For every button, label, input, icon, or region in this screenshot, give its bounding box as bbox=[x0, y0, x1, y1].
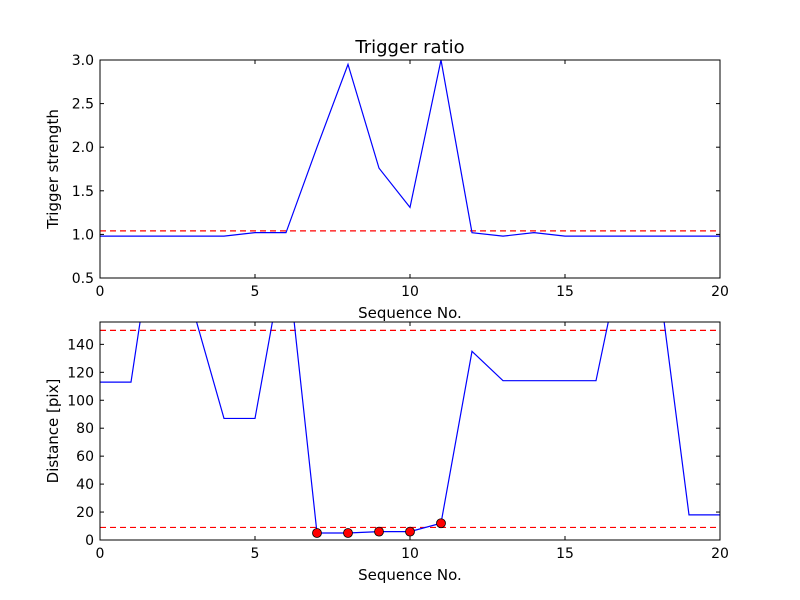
x-tick-label: 20 bbox=[711, 546, 729, 562]
x-tick-label: 15 bbox=[556, 546, 574, 562]
x-tick-label: 5 bbox=[251, 546, 260, 562]
chart-title: Trigger ratio bbox=[354, 37, 464, 58]
y-tick-label: 120 bbox=[67, 365, 94, 381]
y-tick-label: 0 bbox=[85, 533, 94, 549]
y-tick-label: 0.5 bbox=[72, 271, 94, 287]
data-point-3 bbox=[405, 526, 415, 537]
y-tick-label: 3.0 bbox=[72, 53, 94, 69]
distance-chart: 0 5 10 15 20 0 20 40 60 80 100 120 140 Sequence No. Di… bbox=[44, 321, 729, 584]
x-tick-label: 15 bbox=[556, 284, 574, 300]
plot-content bbox=[100, 60, 720, 237]
y-tick-label: 2.0 bbox=[72, 140, 94, 156]
data-point-4 bbox=[436, 518, 446, 529]
y-axis-label: Trigger strength bbox=[44, 109, 62, 230]
x-tick-label: 0 bbox=[96, 284, 105, 300]
y-axis-label: Distance [pix] bbox=[44, 379, 62, 484]
plot-area bbox=[100, 322, 720, 540]
y-tick-label: 100 bbox=[67, 393, 94, 409]
data-point-2 bbox=[374, 526, 384, 537]
plot-area bbox=[100, 60, 720, 278]
data-point-0 bbox=[312, 528, 322, 538]
plot-content bbox=[100, 322, 720, 538]
x-tick-label: 10 bbox=[401, 284, 419, 300]
y-tick-label: 80 bbox=[76, 421, 94, 437]
y-tick-label: 2.5 bbox=[72, 97, 94, 113]
y-tick-label: 1.5 bbox=[72, 184, 94, 200]
x-tick-label: 5 bbox=[251, 284, 260, 300]
y-tick-label: 140 bbox=[67, 337, 94, 353]
y-tick-label: 40 bbox=[76, 477, 94, 493]
x-tick-label: 20 bbox=[711, 284, 729, 300]
y-tick-label: 60 bbox=[76, 449, 94, 465]
x-tick-label: 10 bbox=[401, 546, 419, 562]
trigger-ratio-chart: 0 5 10 15 20 0.5 1.0 1.5 2.0 2.5 3.0 Sequence No. Tr… bbox=[44, 37, 729, 322]
series-line-0 bbox=[100, 60, 720, 237]
y-tick-label: 1.0 bbox=[72, 227, 94, 243]
x-axis-label: Sequence No. bbox=[358, 566, 462, 584]
y-tick-label: 20 bbox=[76, 505, 94, 521]
x-tick-label: 0 bbox=[96, 546, 105, 562]
data-point-1 bbox=[343, 528, 353, 538]
x-axis-label: Sequence No. bbox=[358, 304, 462, 322]
